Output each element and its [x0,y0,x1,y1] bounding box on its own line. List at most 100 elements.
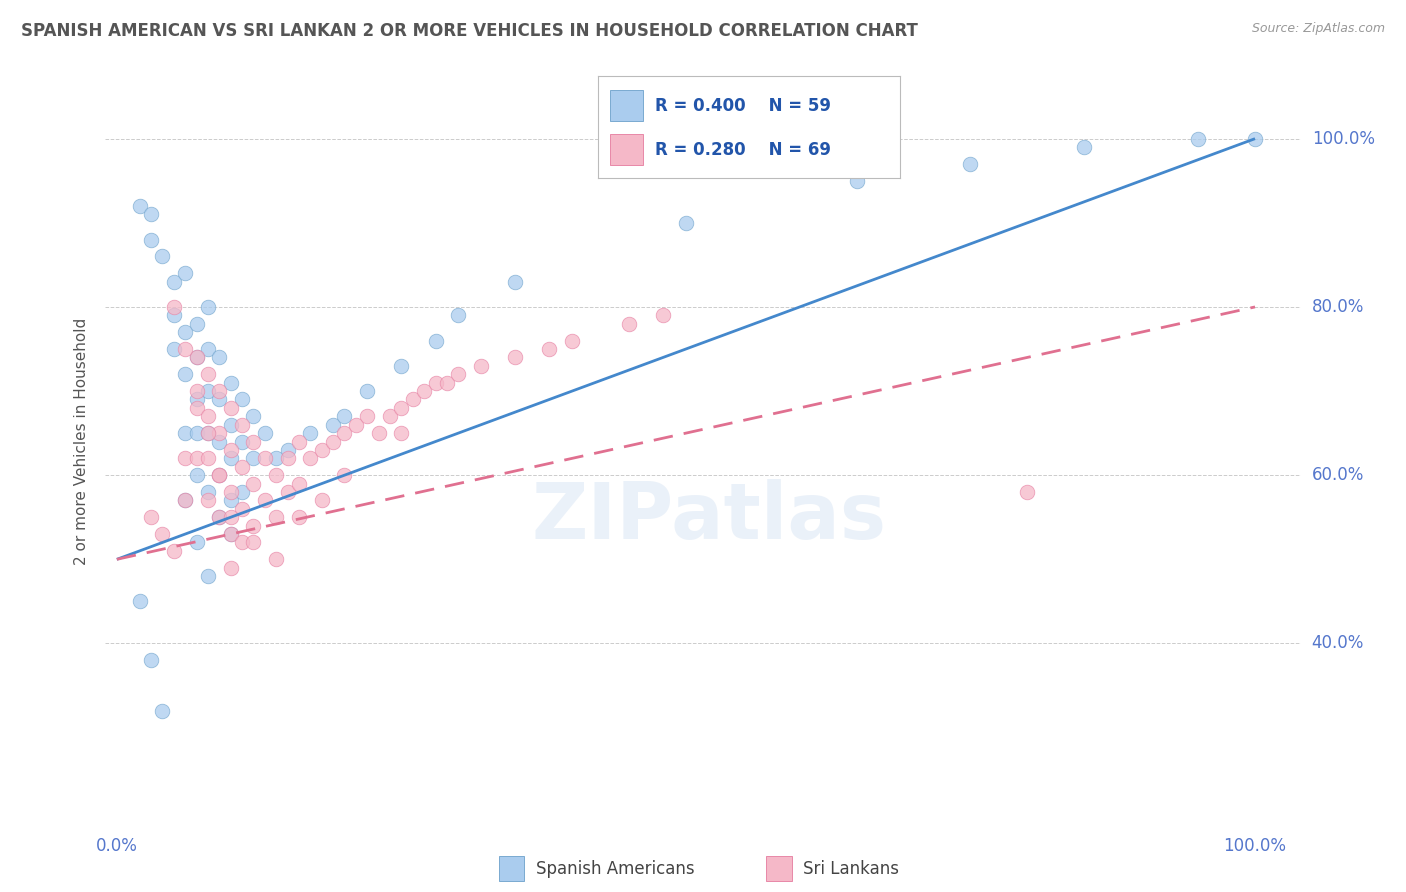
Point [208,384,231,398]
Point [389,426,412,441]
Point [242,451,264,466]
Point [219,485,242,500]
Point [174,493,197,508]
Point [208,510,231,524]
Point [231,392,253,407]
Point [150,249,173,264]
Point [322,417,344,432]
Point [197,409,219,424]
Point [242,476,264,491]
Point [311,493,333,508]
Point [163,309,186,323]
Point [197,485,219,500]
Point [356,409,378,424]
Point [561,334,583,348]
Point [139,510,162,524]
Point [231,501,253,516]
Point [219,451,242,466]
Point [174,426,197,441]
Text: SPANISH AMERICAN VS SRI LANKAN 2 OR MORE VEHICLES IN HOUSEHOLD CORRELATION CHART: SPANISH AMERICAN VS SRI LANKAN 2 OR MORE… [21,22,918,40]
Point [139,653,162,667]
Point [150,704,173,718]
Point [378,409,401,424]
Point [367,426,389,441]
Point [277,442,299,457]
Point [208,510,231,524]
Point [1244,131,1267,145]
Point [219,401,242,415]
Point [264,468,287,483]
Point [186,468,208,483]
Point [208,392,231,407]
Text: 80.0%: 80.0% [1312,298,1364,316]
Point [186,392,208,407]
Point [208,468,231,483]
Point [128,199,150,213]
Point [150,527,173,541]
Point [219,510,242,524]
Point [538,342,561,356]
Point [436,376,458,390]
Point [208,351,231,365]
Point [652,309,675,323]
Point [139,233,162,247]
Point [174,342,197,356]
Point [174,493,197,508]
Text: 40.0%: 40.0% [1312,634,1364,652]
Point [299,426,322,441]
Point [197,384,219,398]
Point [959,157,981,171]
Point [413,384,436,398]
Point [139,207,162,221]
Point [447,368,470,382]
Point [186,317,208,331]
Point [242,434,264,449]
Bar [610,135,643,165]
Point [277,485,299,500]
Point [197,426,219,441]
Point [186,401,208,415]
Point [242,518,264,533]
Point [344,417,367,432]
Point [264,510,287,524]
Text: Source: ZipAtlas.com: Source: ZipAtlas.com [1251,22,1385,36]
Point [231,417,253,432]
Point [186,451,208,466]
Point [197,342,219,356]
Point [425,334,447,348]
Point [163,342,186,356]
Point [1073,140,1095,154]
Point [174,325,197,339]
Point [174,266,197,280]
Point [333,426,356,441]
Point [264,552,287,566]
Point [197,569,219,583]
Point [264,451,287,466]
Point [174,451,197,466]
Point [219,417,242,432]
Point [322,434,344,449]
Point [163,300,186,314]
Point [288,510,311,524]
Point [503,351,526,365]
Point [219,560,242,574]
Point [231,485,253,500]
Point [197,300,219,314]
Point [219,527,242,541]
Point [389,359,412,373]
Point [1017,485,1039,500]
Text: 0.0%: 0.0% [96,837,138,855]
Text: R = 0.400    N = 59: R = 0.400 N = 59 [655,96,831,114]
Point [333,468,356,483]
Point [242,535,264,549]
Point [299,451,322,466]
Point [197,368,219,382]
Point [219,493,242,508]
Point [163,544,186,558]
Text: 60.0%: 60.0% [1312,467,1364,484]
Y-axis label: 2 or more Vehicles in Household: 2 or more Vehicles in Household [75,318,90,566]
Point [208,426,231,441]
Point [447,309,470,323]
Point [208,468,231,483]
Point [219,442,242,457]
